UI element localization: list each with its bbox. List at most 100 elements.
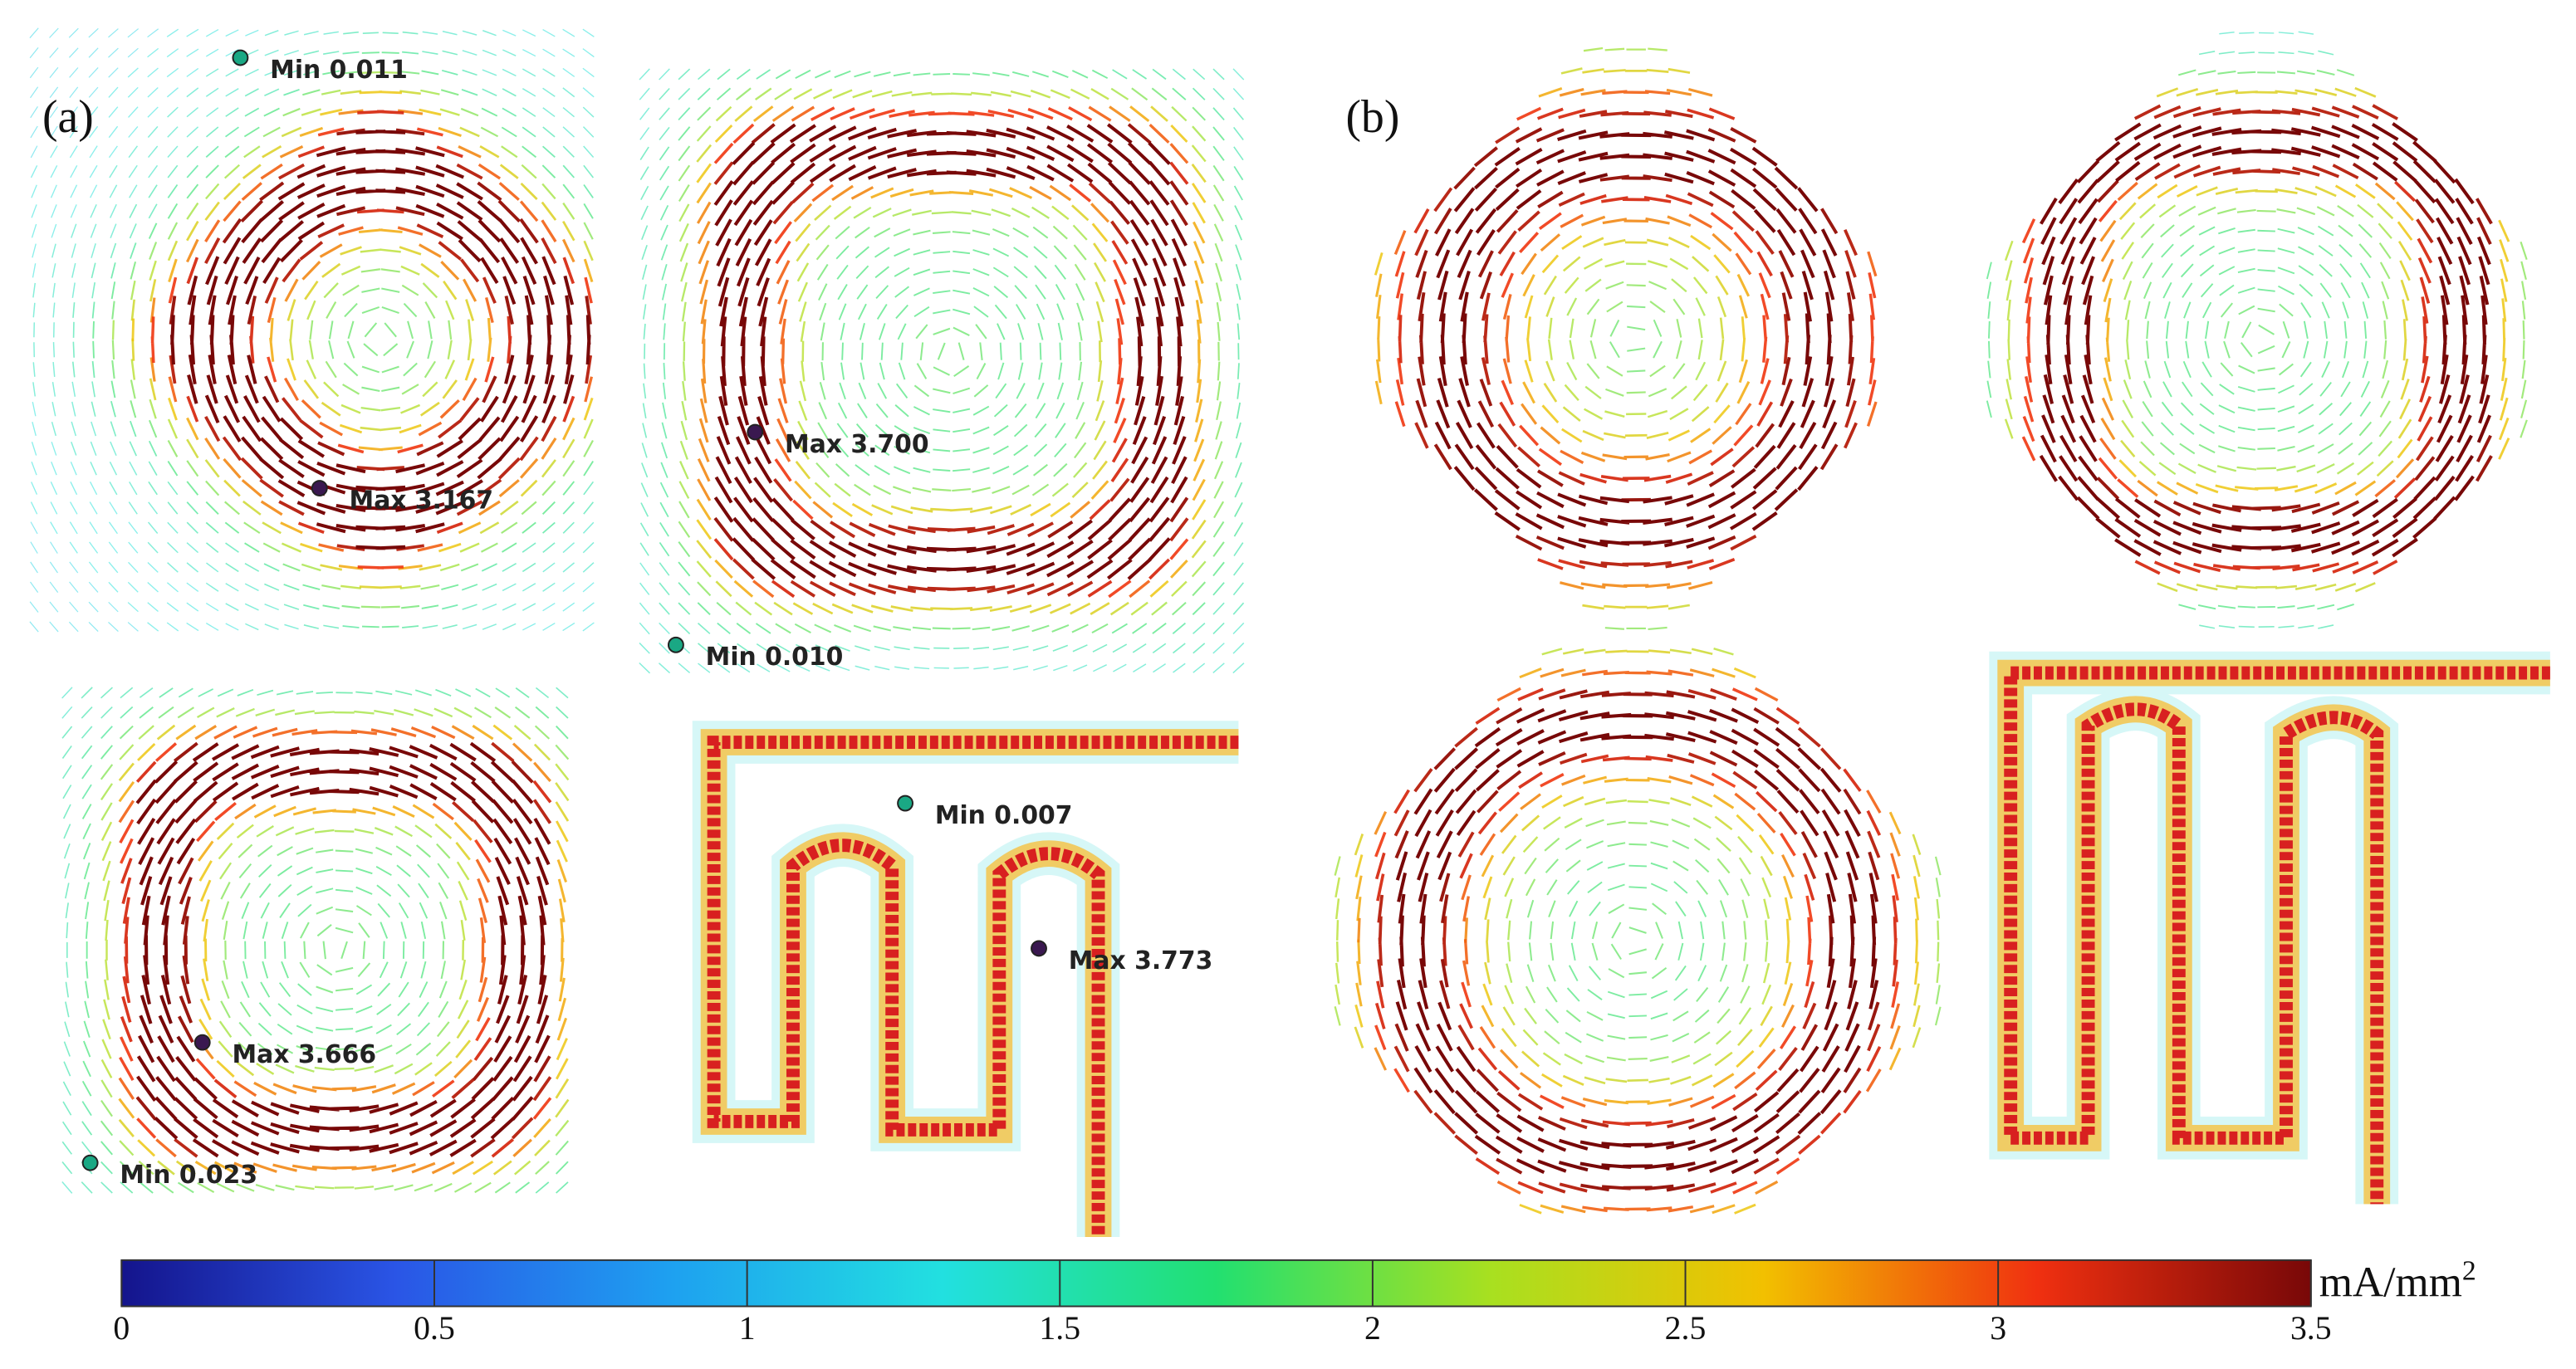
arrows [659, 68, 1244, 634]
arrows [91, 51, 594, 628]
arrows [1374, 234, 1746, 443]
arrows [713, 123, 1188, 580]
vector-fields [29, 27, 2550, 1238]
arrows [1566, 46, 1707, 400]
arrows [1395, 707, 1879, 1175]
tick-label: 0 [113, 1310, 130, 1347]
arrows [696, 105, 1206, 598]
arrows [2096, 162, 2493, 517]
arrows [1374, 687, 1898, 1195]
arrows [61, 687, 569, 1194]
arrows [1374, 687, 1899, 1195]
tick-label: 2.5 [1665, 1310, 1707, 1347]
arrows [1586, 281, 1686, 631]
arrows [1543, 67, 1727, 610]
tick-label: 1.5 [1039, 1310, 1080, 1347]
arrows [639, 68, 1245, 654]
arrows [678, 87, 1207, 616]
arrows [678, 69, 1225, 634]
arrows [713, 161, 1189, 598]
channel-core [2004, 666, 2550, 1205]
arrows [713, 161, 1189, 599]
arrows [696, 105, 1131, 519]
extremum-marker [81, 1154, 99, 1171]
arrows [130, 90, 594, 535]
extremum-marker [311, 480, 328, 497]
arrows [2122, 203, 2393, 476]
arrows [137, 724, 569, 1176]
arrows [713, 123, 1189, 542]
arrows [100, 707, 570, 1194]
arrows [696, 124, 1207, 598]
arrows [100, 707, 570, 1191]
panel-label: (b) [1346, 91, 1400, 143]
arrows [149, 109, 575, 516]
arrows [169, 163, 593, 551]
arrows [1394, 106, 1877, 467]
arrows [71, 31, 595, 629]
arrows [2103, 183, 2414, 496]
arrows [678, 87, 1225, 597]
arrows [2140, 205, 2528, 457]
arrows [713, 106, 1189, 599]
arrows [1609, 305, 1663, 373]
arrows [1986, 225, 2372, 611]
arrows [752, 105, 1189, 599]
arrows [1566, 861, 1707, 1020]
arrows [2004, 203, 2374, 477]
arrows [678, 87, 1225, 634]
arrows [111, 107, 594, 609]
extremum-label: Min 0.007 [935, 801, 1073, 830]
arrows [1354, 649, 1921, 1087]
extremum-label: Min 0.011 [270, 56, 408, 85]
arrows [1398, 107, 1774, 570]
arrows [81, 687, 569, 1194]
arrows [2133, 104, 2434, 462]
arrows [1354, 667, 1920, 1215]
arrows [2118, 183, 2510, 494]
arrows [2219, 31, 2314, 35]
extremum-marker [1031, 940, 1047, 957]
arrows [100, 725, 570, 1176]
arrows [2021, 199, 2139, 498]
channel-core [707, 736, 1239, 1238]
arrows [2099, 182, 2415, 497]
unit: mA/mm [2319, 1259, 2462, 1307]
extremum-marker [897, 795, 914, 812]
arrows [1394, 689, 1880, 1192]
arrows [174, 741, 552, 1158]
arrows [1521, 87, 1732, 590]
annotations: Min 0.011 Max 3.167 Max 3.700 Min 0.010 Min … [81, 49, 1212, 1190]
arrows [1414, 110, 1858, 569]
tick-label: 0.5 [414, 1310, 455, 1347]
arrows [186, 110, 575, 535]
tick-label: 1 [739, 1310, 756, 1347]
arrows [150, 127, 593, 570]
panel-label: (a) [42, 91, 94, 143]
arrows [130, 108, 594, 589]
arrows [2141, 69, 2373, 456]
extremum-marker [232, 49, 249, 66]
arrows [2099, 181, 2396, 498]
arrows [2118, 86, 2412, 439]
arrows [120, 760, 552, 1158]
arrows [131, 145, 575, 589]
extremum-label: Max 3.666 [232, 1040, 376, 1069]
extremum-marker [747, 423, 764, 441]
arrows [30, 28, 595, 632]
colorbar-ticks: 0 0.5 1 1.5 2 2.5 3 3.5 [113, 1259, 2332, 1347]
arrows [696, 105, 1207, 616]
arrows [119, 742, 552, 1139]
arrows [1374, 87, 1751, 443]
arrows [1434, 129, 1838, 549]
arrows [118, 724, 568, 1176]
arrows [1415, 127, 1856, 551]
tick-label: 2 [1364, 1310, 1381, 1347]
tick-label: 3.5 [2290, 1310, 2332, 1347]
arrows [1377, 687, 1881, 1194]
arrows [1547, 257, 1708, 421]
arrows [1543, 67, 1729, 610]
arrows [157, 743, 570, 1176]
